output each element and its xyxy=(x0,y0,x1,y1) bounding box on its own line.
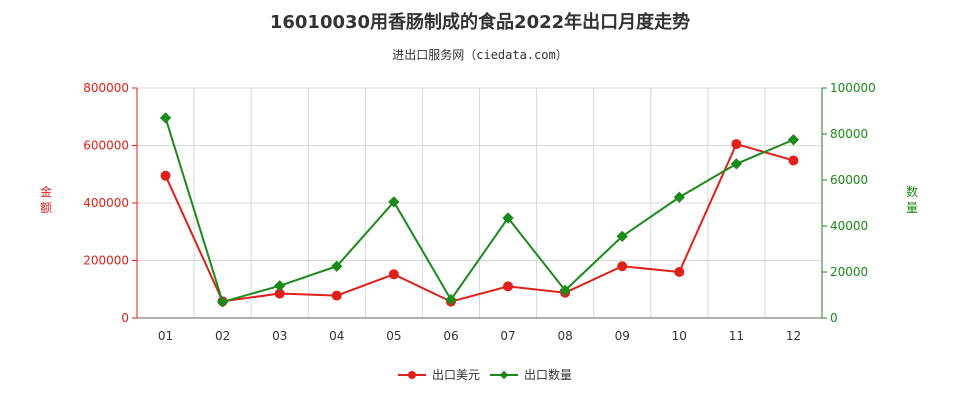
chart-title: 16010030用香肠制成的食品2022年出口月度走势 xyxy=(269,12,691,33)
data-point xyxy=(673,191,685,203)
data-point xyxy=(331,290,342,301)
series-line xyxy=(164,117,794,304)
data-point xyxy=(731,139,742,150)
legend-marker xyxy=(499,370,509,380)
legend-label: 出口美元 xyxy=(432,368,480,382)
chart-subtitle: 进出口服务网（ciedata.com） xyxy=(392,48,568,62)
x-tick-label: 05 xyxy=(386,329,401,343)
x-tick-label: 02 xyxy=(215,329,230,343)
x-tick-label: 04 xyxy=(329,329,344,343)
data-point xyxy=(788,155,799,166)
data-point xyxy=(160,170,171,181)
right-tick-label: 40000 xyxy=(830,219,868,233)
left-tick-label: 0 xyxy=(121,311,129,325)
legend-marker xyxy=(408,371,416,379)
left-tick-label: 800000 xyxy=(83,81,129,95)
x-tick-label: 07 xyxy=(500,329,515,343)
data-point xyxy=(159,112,172,124)
data-point xyxy=(730,158,743,170)
left-tick-label: 200000 xyxy=(83,254,129,268)
data-point xyxy=(388,196,400,208)
x-tick-label: 06 xyxy=(443,329,458,343)
x-tick-label: 11 xyxy=(729,329,744,343)
right-tick-label: 60000 xyxy=(830,173,868,187)
left-tick-label: 400000 xyxy=(83,196,129,210)
data-point xyxy=(674,267,685,277)
data-point xyxy=(216,296,229,308)
right-axis-title: 数量 xyxy=(906,184,918,215)
data-point xyxy=(559,284,571,297)
right-tick-label: 0 xyxy=(830,311,838,325)
x-tick-label: 12 xyxy=(786,329,801,343)
right-tick-label: 80000 xyxy=(830,127,868,141)
data-point xyxy=(503,281,514,292)
left-axis-title: 金额 xyxy=(40,184,52,215)
data-point xyxy=(616,230,628,243)
data-point xyxy=(274,288,285,299)
data-point xyxy=(502,212,514,224)
right-tick-label: 20000 xyxy=(830,265,868,279)
data-point xyxy=(331,260,343,272)
x-tick-label: 08 xyxy=(557,329,572,343)
data-point xyxy=(274,280,286,292)
series-line xyxy=(164,142,794,303)
x-tick-label: 01 xyxy=(158,329,173,343)
x-tick-label: 03 xyxy=(272,329,287,343)
x-tick-label: 09 xyxy=(615,329,630,343)
data-point xyxy=(388,269,399,280)
data-point xyxy=(787,134,800,146)
left-tick-label: 600000 xyxy=(83,139,129,153)
x-tick-label: 10 xyxy=(672,329,687,343)
data-point xyxy=(445,293,457,306)
data-point xyxy=(617,261,628,272)
legend-label: 出口数量 xyxy=(524,367,572,382)
right-tick-label: 100000 xyxy=(830,81,876,95)
